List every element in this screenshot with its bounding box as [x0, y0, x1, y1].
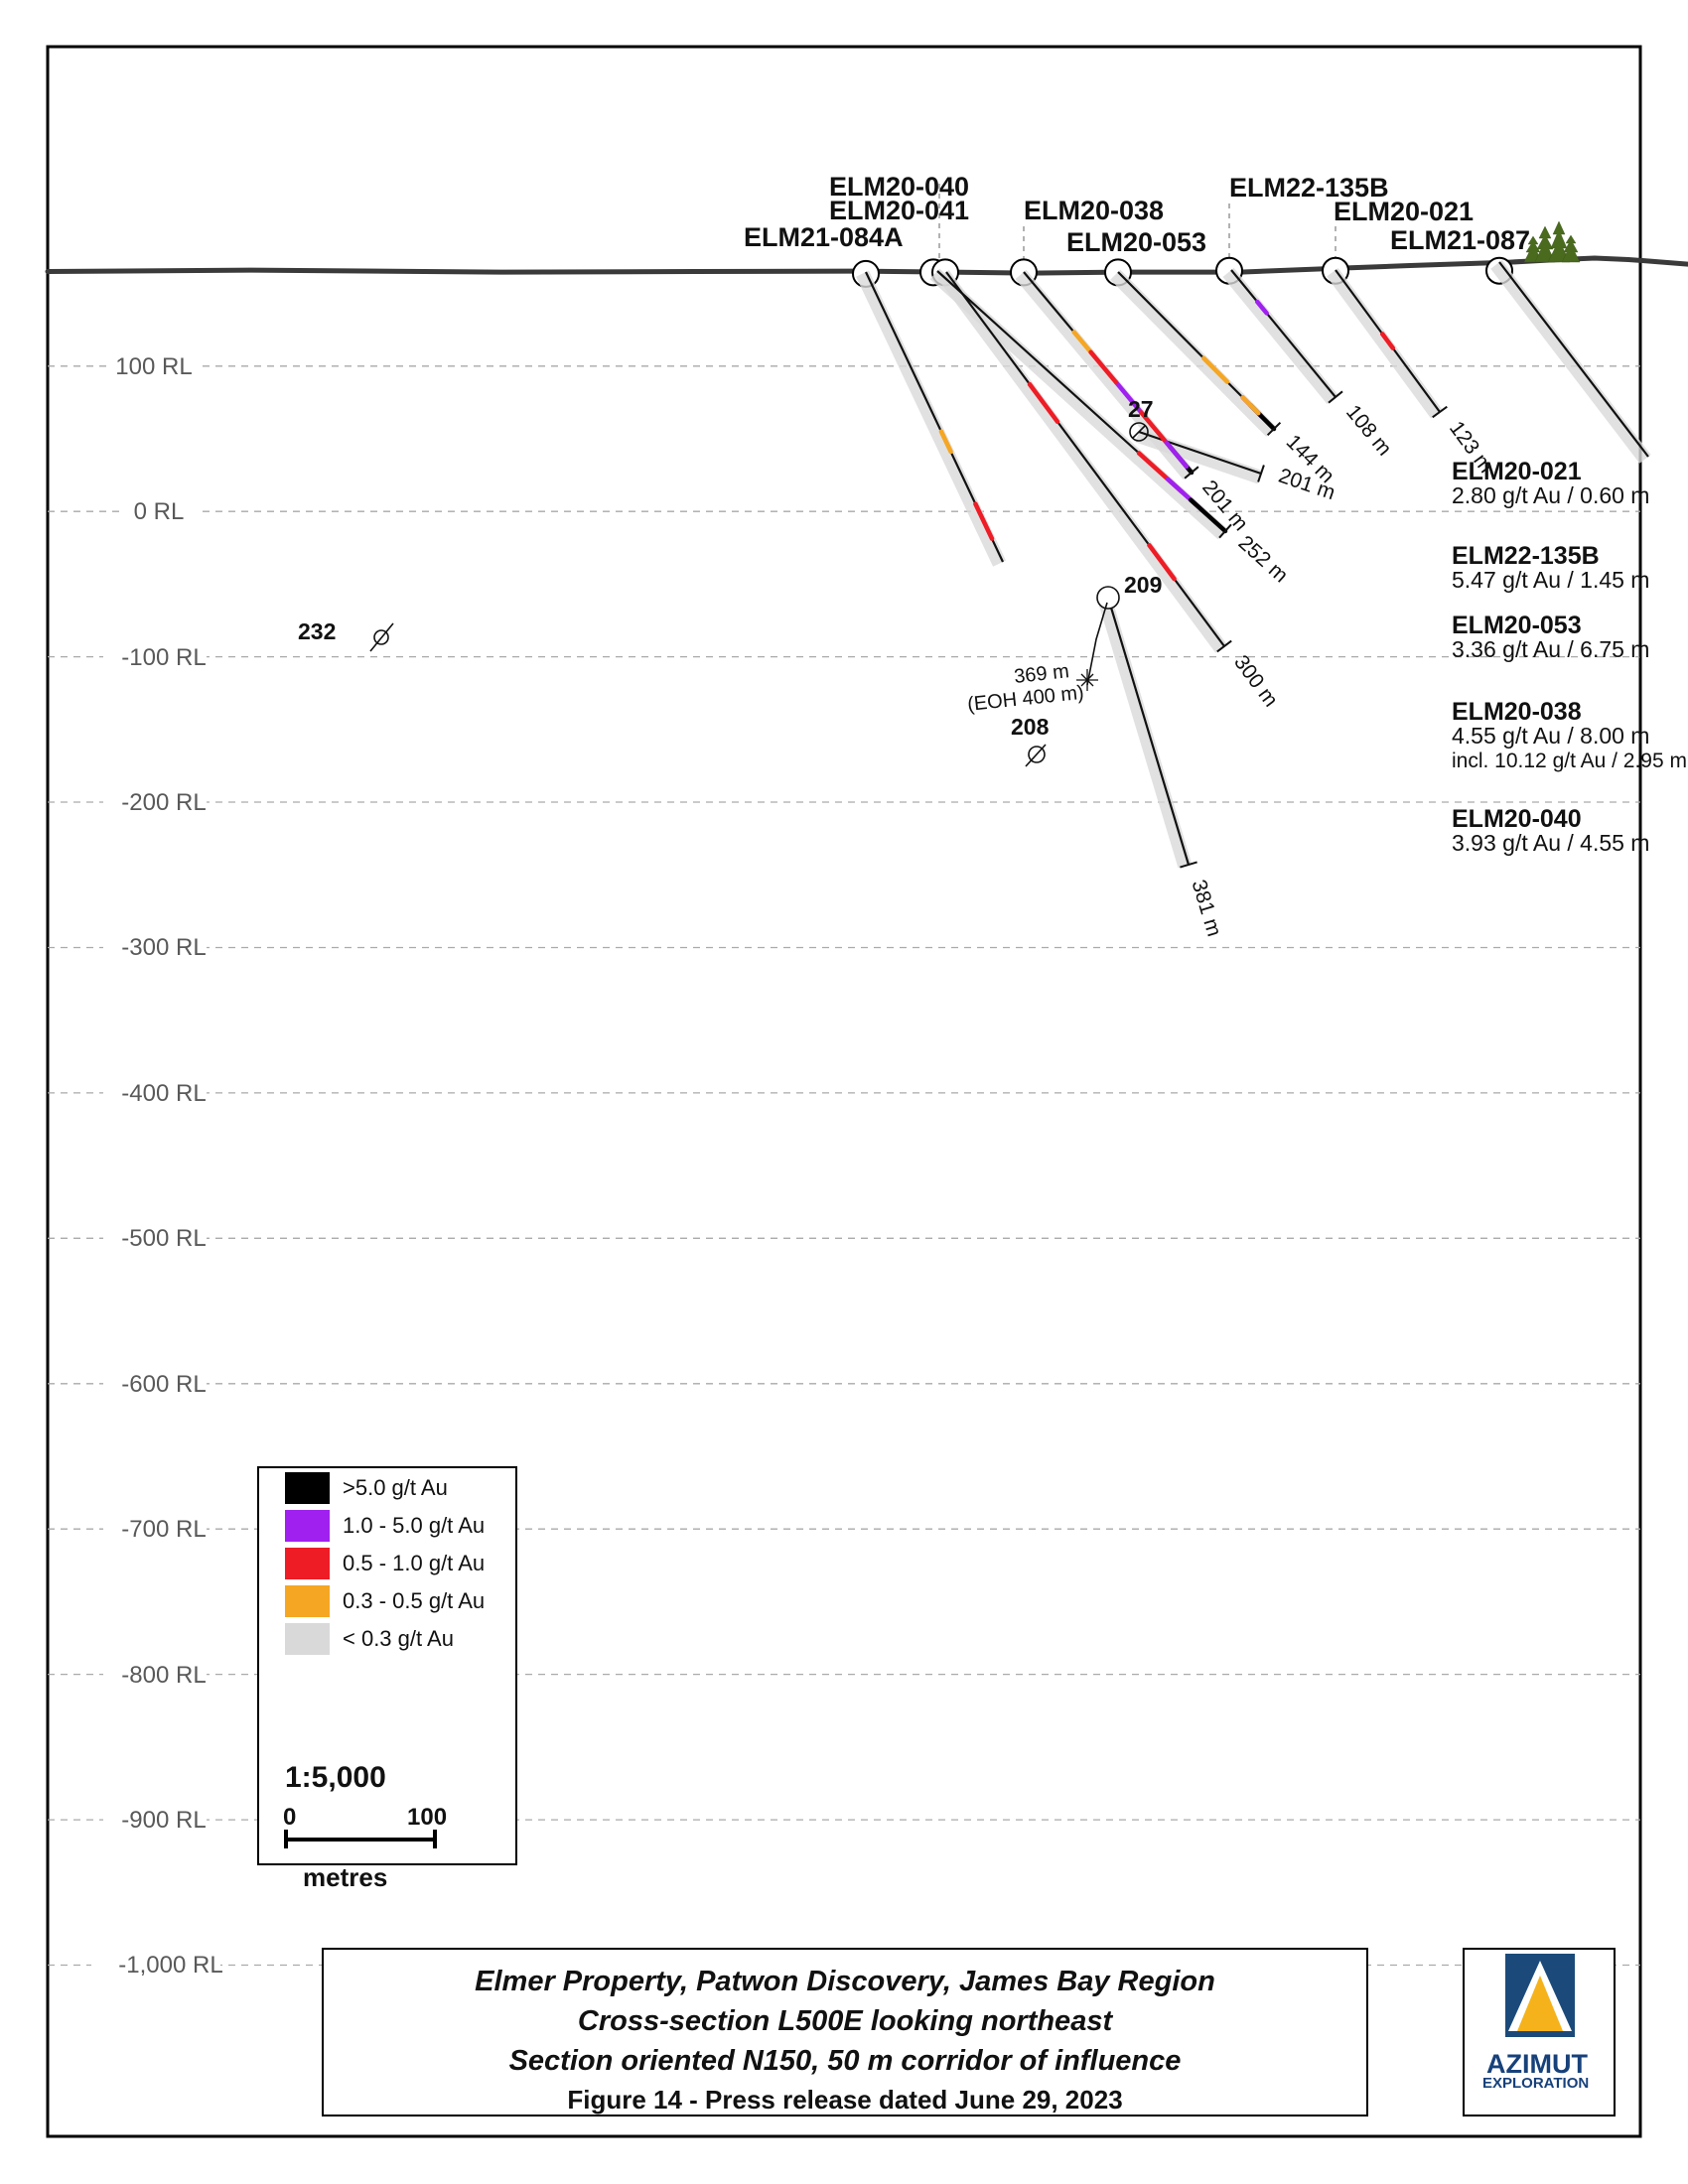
svg-text:108 m: 108 m: [1341, 401, 1396, 461]
svg-text:4.55 g/t Au / 8.00 m: 4.55 g/t Au / 8.00 m: [1452, 723, 1649, 749]
svg-text:3.93 g/t Au / 4.55 m: 3.93 g/t Au / 4.55 m: [1452, 830, 1649, 856]
svg-text:0 RL: 0 RL: [134, 498, 185, 525]
svg-text:381 m: 381 m: [1188, 878, 1226, 940]
svg-text:-400 RL: -400 RL: [121, 1080, 206, 1107]
svg-text:3.36 g/t Au / 6.75 m: 3.36 g/t Au / 6.75 m: [1452, 636, 1649, 662]
svg-text:-500 RL: -500 RL: [121, 1225, 206, 1252]
svg-text:ELM20-038: ELM20-038: [1024, 196, 1164, 225]
svg-text:5.47 g/t Au / 1.45 m: 5.47 g/t Au / 1.45 m: [1452, 567, 1649, 593]
svg-text:-300 RL: -300 RL: [121, 934, 206, 961]
svg-text:0: 0: [283, 1804, 296, 1831]
svg-text:-800 RL: -800 RL: [121, 1662, 206, 1689]
svg-text:2.80 g/t Au / 0.60 m: 2.80 g/t Au / 0.60 m: [1452, 482, 1649, 508]
svg-text:ELM20-040: ELM20-040: [1452, 805, 1582, 833]
svg-text:ELM20-038: ELM20-038: [1452, 698, 1582, 726]
svg-text:27: 27: [1128, 396, 1154, 422]
svg-text:ELM21-084A: ELM21-084A: [744, 222, 904, 252]
svg-text:0.5 - 1.0 g/t Au: 0.5 - 1.0 g/t Au: [343, 1551, 485, 1575]
svg-text:100: 100: [407, 1804, 447, 1831]
svg-text:300 m: 300 m: [1229, 651, 1282, 712]
svg-text:209: 209: [1124, 572, 1162, 598]
svg-text:1.0 - 5.0 g/t Au: 1.0 - 5.0 g/t Au: [343, 1513, 485, 1538]
svg-text:incl. 10.12 g/t Au / 2.95 m: incl. 10.12 g/t Au / 2.95 m: [1452, 750, 1687, 772]
svg-text:< 0.3 g/t Au: < 0.3 g/t Au: [343, 1626, 454, 1651]
svg-text:Figure 14 - Press release date: Figure 14 - Press release dated June 29,…: [567, 2085, 1122, 2115]
svg-text:(EOH 400 m): (EOH 400 m): [966, 682, 1084, 716]
svg-text:1:5,000: 1:5,000: [285, 1761, 386, 1794]
svg-text:Elmer Property, Patwon Discove: Elmer Property, Patwon Discovery, James …: [475, 1966, 1215, 1997]
svg-text:metres: metres: [303, 1862, 387, 1892]
svg-text:208: 208: [1011, 714, 1050, 740]
svg-text:EXPLORATION: EXPLORATION: [1482, 2075, 1589, 2092]
svg-text:ELM20-053: ELM20-053: [1066, 227, 1206, 257]
svg-text:Cross-section L500E looking no: Cross-section L500E looking northeast: [578, 2005, 1114, 2037]
svg-text:-900 RL: -900 RL: [121, 1807, 206, 1834]
svg-text:0.3 - 0.5 g/t Au: 0.3 - 0.5 g/t Au: [343, 1588, 485, 1613]
svg-text:-100 RL: -100 RL: [121, 644, 206, 671]
svg-text:ELM20-021: ELM20-021: [1452, 458, 1582, 485]
svg-text:252 m: 252 m: [1234, 531, 1293, 587]
svg-text:ELM20-021: ELM20-021: [1334, 197, 1474, 226]
svg-text:ELM20-053: ELM20-053: [1452, 612, 1582, 639]
svg-text:100 RL: 100 RL: [115, 353, 192, 380]
svg-text:-600 RL: -600 RL: [121, 1371, 206, 1398]
svg-text:-700 RL: -700 RL: [121, 1516, 206, 1543]
svg-text:Section oriented N150, 50 m co: Section oriented N150, 50 m corridor of …: [509, 2045, 1182, 2077]
svg-text:>5.0 g/t Au: >5.0 g/t Au: [343, 1475, 448, 1500]
svg-text:ELM22-135B: ELM22-135B: [1452, 542, 1600, 570]
svg-text:-200 RL: -200 RL: [121, 789, 206, 816]
svg-text:ELM21-087: ELM21-087: [1390, 225, 1530, 255]
svg-text:ELM20-041: ELM20-041: [829, 196, 969, 225]
svg-text:232: 232: [298, 618, 336, 644]
svg-text:-1,000 RL: -1,000 RL: [118, 1952, 222, 1979]
